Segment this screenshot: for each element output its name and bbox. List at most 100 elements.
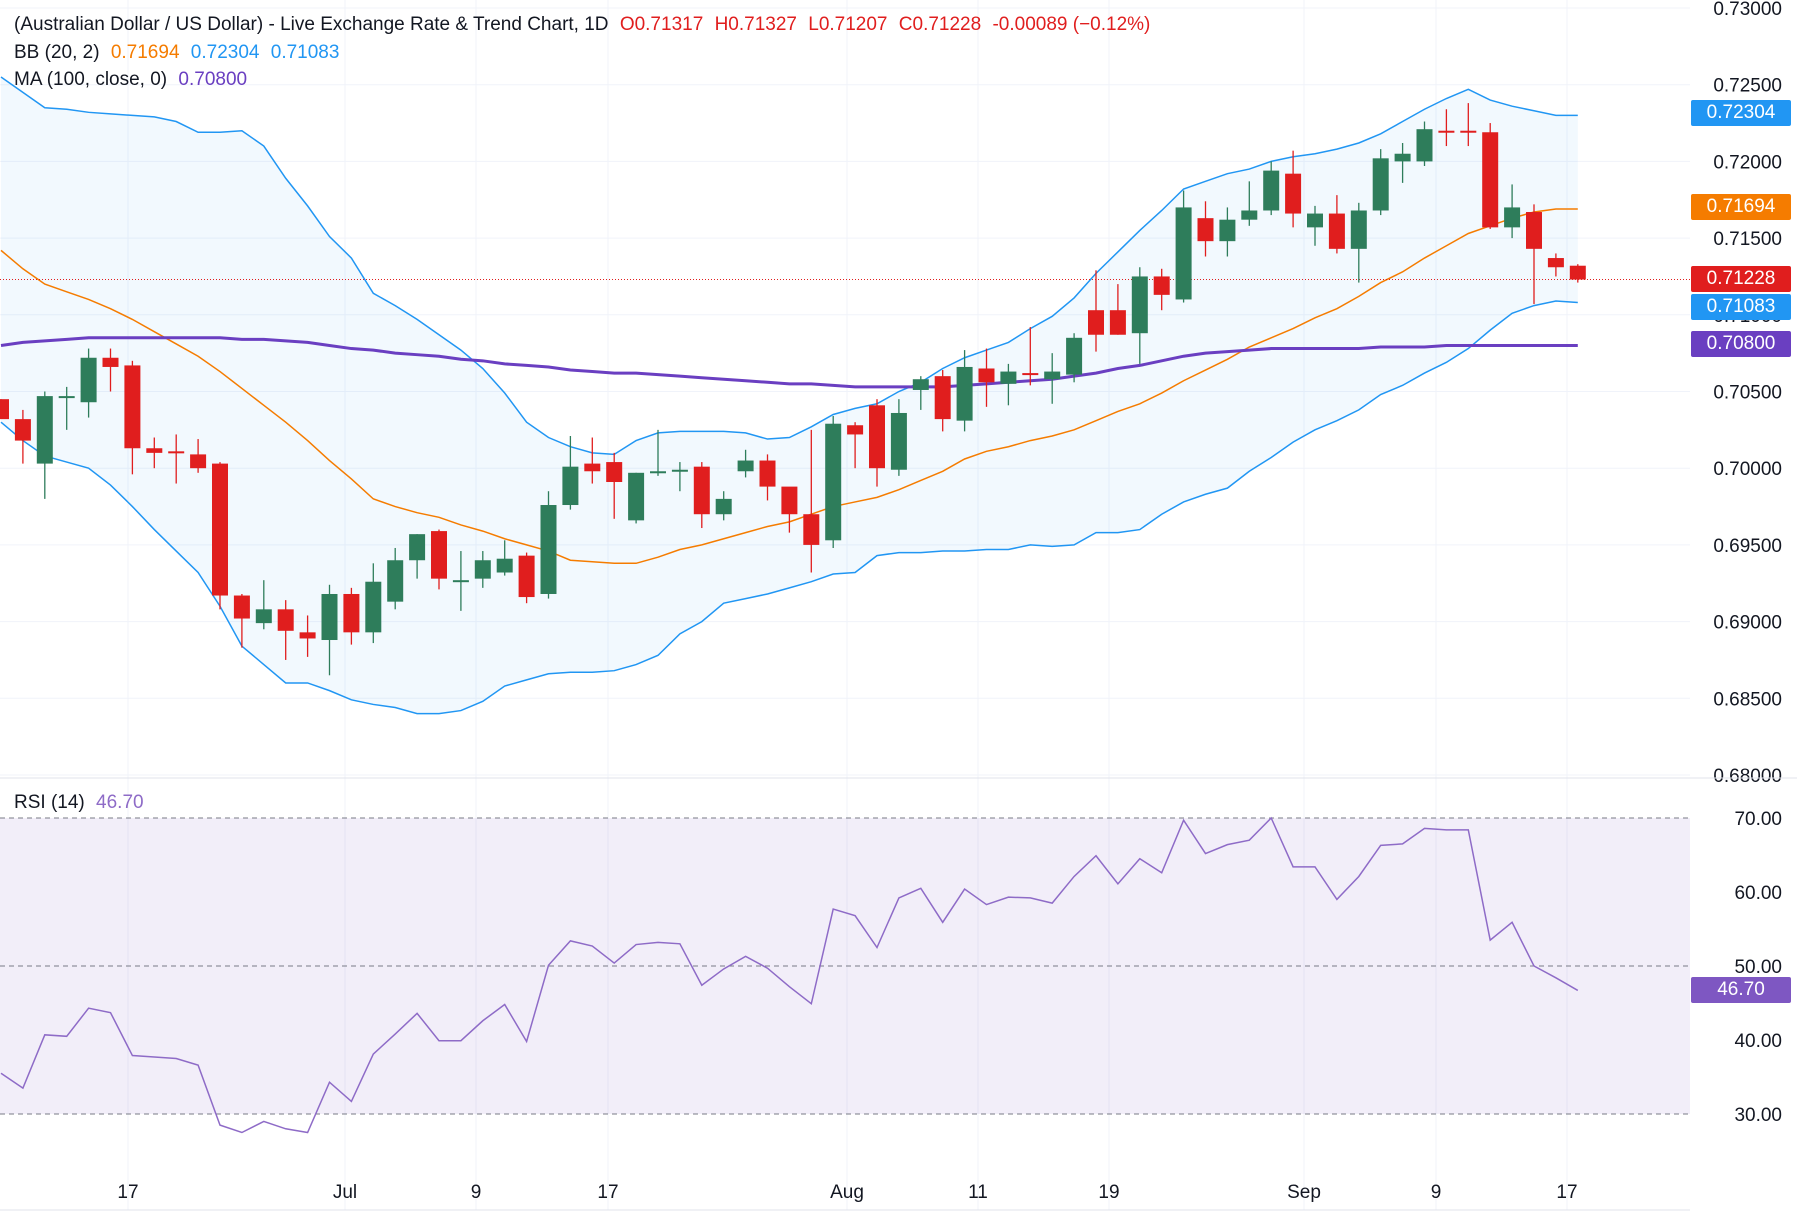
- candle-body: [715, 498, 732, 515]
- bb-upper-line: [0, 76, 1578, 456]
- candle-body: [168, 451, 185, 454]
- candle-body: [36, 396, 53, 464]
- candle-body: [1263, 170, 1280, 211]
- bb-lower-value: 0.71083: [270, 42, 340, 63]
- candle-body: [934, 376, 951, 420]
- price-axis-label: 0.72000: [1713, 152, 1782, 173]
- time-axis-label: 9: [1431, 1182, 1442, 1203]
- rsi-polyline: [0, 816, 1579, 1134]
- candle-body: [671, 469, 688, 472]
- candle-body: [869, 405, 885, 469]
- candle-body: [124, 365, 141, 449]
- candle-body: [343, 593, 360, 633]
- candle-body: [1350, 210, 1367, 249]
- time-axis-label: Sep: [1287, 1182, 1321, 1203]
- rsi-axis: 70.00 60.00 50.00 40.00 30.00: [1734, 809, 1782, 1126]
- bb-upper-price-label: 0.72304: [1691, 100, 1791, 126]
- ma-legend[interactable]: MA (100, close, 0) 0.70800: [14, 69, 253, 91]
- ohlc-low: L0.71207: [808, 14, 888, 35]
- candle-body: [452, 580, 469, 583]
- candle-body: [628, 472, 645, 521]
- candle-body: [102, 357, 119, 367]
- candle-body: [890, 412, 907, 470]
- bb-lower-price-label: 0.71083: [1691, 294, 1791, 320]
- candle-body: [1307, 213, 1323, 228]
- candle-body: [1416, 129, 1433, 162]
- candle-body: [1066, 337, 1083, 375]
- time-axis-label: Aug: [830, 1182, 864, 1203]
- time-axis-label: 17: [597, 1182, 618, 1203]
- bb-lower-line: [0, 300, 1578, 715]
- bb-mid-value: 0.71694: [110, 42, 180, 63]
- rsi-line: [0, 816, 1579, 1134]
- candle-body: [825, 423, 842, 541]
- candle-body: [58, 396, 75, 399]
- candle-body: [1394, 153, 1411, 162]
- candle-body: [540, 505, 557, 594]
- ohlc-open: O0.71317: [619, 14, 704, 35]
- candle-body: [606, 462, 623, 483]
- candle-body: [1482, 132, 1499, 228]
- rsi-price-label: 46.70: [1691, 977, 1791, 1003]
- candle-body: [1131, 276, 1148, 334]
- candle-body: [190, 454, 207, 469]
- rsi-legend[interactable]: RSI (14) 46.70: [14, 792, 150, 814]
- candle-body: [14, 419, 31, 441]
- price-axis-label: 0.71500: [1713, 229, 1782, 250]
- chart-title: (Australian Dollar / US Dollar) - Live E…: [14, 14, 609, 35]
- ma100-line: [0, 336, 1578, 389]
- price-axis-label: 0.70000: [1713, 459, 1782, 480]
- rsi-axis-label: 40.00: [1734, 1031, 1782, 1052]
- candle-body: [0, 399, 9, 420]
- candle-body: [1460, 130, 1477, 133]
- candle-body: [409, 534, 426, 561]
- candle-body: [1526, 212, 1542, 249]
- candle-body: [1569, 265, 1586, 280]
- candle-body: [847, 425, 864, 435]
- candle-body: [912, 379, 929, 390]
- price-axis-label: 0.68000: [1713, 766, 1782, 787]
- price-axis-label: 0.69000: [1713, 613, 1782, 634]
- price-axis: 0.730000.725000.720000.715000.710000.705…: [1713, 0, 1782, 787]
- time-axis-label: 11: [968, 1182, 988, 1203]
- candle-body: [1109, 310, 1126, 335]
- candle-body: [233, 595, 250, 619]
- candle-body: [1175, 207, 1192, 300]
- candle-body: [1547, 258, 1564, 268]
- candle-body: [584, 463, 601, 472]
- candle-body: [759, 460, 776, 487]
- candle-body: [1000, 371, 1017, 384]
- bb-upper-value: 0.72304: [190, 42, 260, 63]
- candle-body: [1044, 371, 1061, 380]
- rsi-label: RSI (14): [14, 792, 85, 813]
- candle-body: [737, 460, 754, 472]
- candle-body: [474, 560, 491, 579]
- ma-price-label: 0.70800: [1691, 331, 1791, 357]
- bb-mid-price-label: 0.71694: [1691, 194, 1791, 220]
- time-axis-label: 19: [1098, 1182, 1119, 1203]
- time-axis-label: 9: [471, 1182, 482, 1203]
- rsi-axis-label: 60.00: [1734, 883, 1782, 904]
- candle-body: [255, 609, 272, 624]
- moving-average: [0, 336, 1578, 389]
- candle-body: [1504, 207, 1521, 228]
- price-axis-label: 0.72500: [1713, 76, 1782, 97]
- candle-body: [1328, 213, 1345, 249]
- time-axis-label: Jul: [333, 1182, 357, 1203]
- candle-body: [1153, 276, 1170, 295]
- bb-legend[interactable]: BB (20, 2) 0.71694 0.72304 0.71083: [14, 42, 345, 64]
- price-axis-label: 0.68500: [1713, 689, 1782, 710]
- candle-body: [212, 463, 228, 596]
- ma-label: MA (100, close, 0): [14, 69, 168, 90]
- bb-label: BB (20, 2): [14, 42, 100, 63]
- ma-value: 0.70800: [178, 69, 248, 90]
- candle-body: [781, 486, 798, 515]
- last-price-label: 0.71228: [1691, 266, 1791, 292]
- candle-body: [365, 581, 382, 633]
- price-axis-label: 0.70500: [1713, 383, 1782, 404]
- rsi-background: [0, 817, 1690, 1115]
- candle-body: [562, 466, 579, 506]
- candle-body: [431, 531, 447, 579]
- time-axis-label: 17: [117, 1182, 138, 1203]
